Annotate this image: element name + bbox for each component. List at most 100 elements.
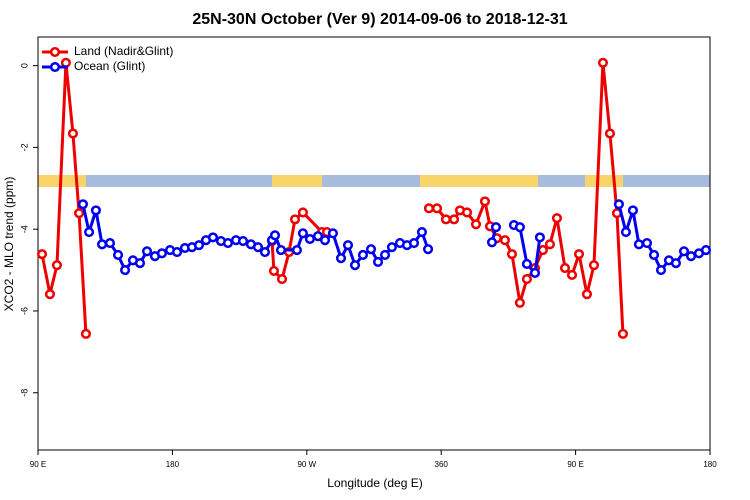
x-tick-label: 90 E [567,460,583,469]
point [51,260,63,271]
point [617,328,628,339]
point [521,258,532,269]
point [514,222,525,233]
point [566,269,578,281]
point [327,228,338,239]
series [36,57,628,339]
y-tick-label: -8 [19,389,29,397]
point [36,249,48,260]
x-tick-label: 90 W [297,460,316,469]
point [620,227,631,238]
point [312,231,324,242]
point [423,244,434,255]
point [648,249,660,260]
point [559,262,571,274]
point [678,246,690,257]
point [461,207,473,218]
point [670,258,682,269]
chart-title: 25N-30N October (Ver 9) 2014-09-06 to 20… [192,11,567,28]
point [259,247,271,258]
point [700,244,712,256]
point [90,205,101,216]
point [156,248,167,259]
x-tick-label: 180 [166,460,180,469]
series [77,199,712,278]
point [440,214,452,225]
point [112,249,124,260]
land-strip [272,175,322,187]
point [380,249,391,260]
point [289,214,301,225]
point [604,128,615,139]
point [423,203,435,214]
point [613,199,624,210]
legend-marker [49,61,61,73]
point [268,265,279,276]
point [416,227,427,238]
point [544,239,555,250]
y-tick-label: -2 [19,143,29,151]
point [641,238,653,249]
y-tick-label: 0 [19,63,29,68]
point [448,214,460,225]
point [97,239,108,250]
point [77,199,88,210]
point [297,207,308,218]
point [304,233,315,245]
point [534,232,545,243]
legend-label: Ocean (Glint) [74,59,145,73]
point [275,244,287,256]
x-tick-label: 360 [435,460,449,469]
point [342,240,354,251]
point [499,235,511,246]
series-line [40,61,625,334]
point [237,235,249,247]
point [514,297,525,308]
point [537,244,548,256]
point [581,289,592,300]
point [141,246,153,257]
point [627,205,638,216]
point [408,238,420,249]
point [521,274,532,285]
point [506,249,518,260]
point [171,247,183,258]
plot-frame [37,36,711,451]
land-strip [585,175,623,187]
legend-label: Land (Nadir&Glint) [74,44,173,58]
point [67,128,78,139]
point [297,228,308,239]
point [319,235,331,246]
point [633,239,644,250]
point [104,238,116,249]
point [470,219,482,230]
point [80,328,91,339]
point [685,251,697,262]
point [655,265,667,276]
point [573,249,585,260]
x-axis-label: Longitude (deg E) [327,476,422,490]
y-tick-label: -4 [19,225,29,233]
point [357,249,368,260]
point [551,213,562,224]
point [120,265,131,276]
land-mask-strip [38,175,710,187]
point [588,260,600,271]
land-strip [420,175,538,187]
point [490,222,502,233]
point [335,253,347,264]
point [44,289,55,300]
point [193,240,205,251]
point [372,256,384,267]
y-tick-label: -6 [19,307,29,315]
point [431,203,443,214]
legend-marker [49,46,61,58]
y-axis-label: XCO2 - MLO trend (ppm) [2,177,16,312]
point [386,242,397,253]
x-tick-label: 180 [703,460,717,469]
point [207,232,219,243]
point [479,196,491,207]
x-tick-label: 90 E [30,460,46,469]
point [222,238,234,249]
